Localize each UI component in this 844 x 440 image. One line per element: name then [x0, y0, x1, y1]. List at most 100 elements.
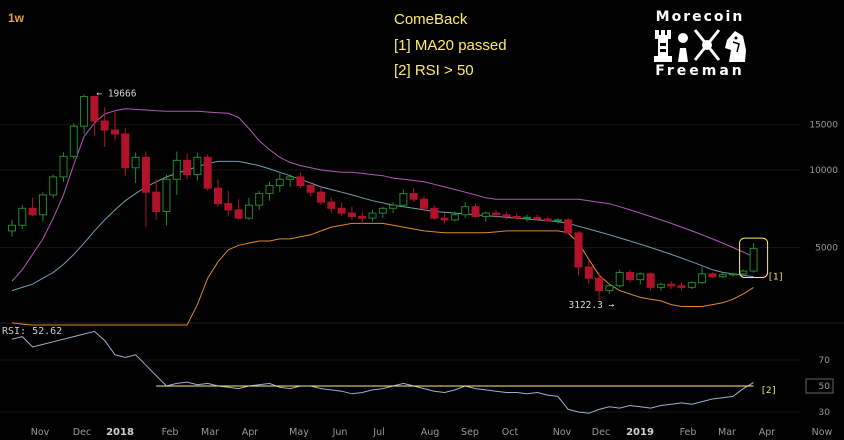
- candle-body: [698, 273, 707, 284]
- candle: [234, 199, 243, 220]
- candle: [523, 214, 531, 222]
- rsi-indicator: [11, 330, 754, 414]
- high-price-label: ← 19666: [96, 88, 136, 99]
- candle: [111, 111, 119, 141]
- candle-body: [193, 156, 202, 176]
- candle: [430, 205, 439, 220]
- chart-annotations: ← 19666 3122.3 → [1] [2]: [96, 88, 783, 396]
- candle-body: [358, 215, 367, 219]
- candle: [533, 214, 542, 221]
- candle: [90, 95, 99, 137]
- candle-body: [162, 178, 171, 212]
- chess-pieces-icon: [654, 29, 746, 62]
- middle-band-line: [11, 160, 754, 292]
- rsi-tick-label: 50: [819, 382, 831, 392]
- time-axis-label: Mar: [718, 427, 736, 438]
- candle-body: [327, 201, 336, 209]
- candle-body: [481, 212, 490, 217]
- time-axis-label: Nov: [31, 427, 50, 438]
- candlesticks: [8, 94, 758, 301]
- candle: [69, 123, 78, 160]
- timeframe-label[interactable]: 1w: [8, 11, 25, 25]
- candle: [100, 107, 109, 147]
- candle-body: [636, 273, 645, 281]
- time-axis-label: Feb: [680, 427, 697, 438]
- annotation-title: ComeBack: [394, 11, 468, 28]
- annotation-item-1: [1] MA20 passed: [394, 37, 507, 54]
- candle: [203, 154, 212, 191]
- time-axis-label: Jun: [332, 427, 348, 438]
- candle: [214, 179, 222, 207]
- candle: [667, 281, 676, 289]
- candle: [749, 243, 758, 273]
- candle-body: [420, 198, 428, 209]
- candle: [296, 172, 305, 189]
- candle-body: [111, 129, 119, 135]
- candle-body: [492, 212, 501, 216]
- candle: [399, 189, 408, 207]
- candle-body: [296, 176, 305, 187]
- candle-body: [409, 193, 418, 200]
- candle-body: [59, 155, 68, 178]
- time-axis-label: Dec: [73, 427, 91, 438]
- candle-body: [595, 277, 604, 292]
- candle-body: [564, 219, 573, 234]
- candle: [389, 202, 398, 214]
- candle: [646, 272, 655, 291]
- time-axis-label: May: [289, 427, 309, 438]
- candle-body: [8, 224, 16, 232]
- time-axis-label: Apr: [759, 427, 776, 438]
- candle-body: [306, 185, 315, 193]
- candle: [461, 202, 470, 219]
- time-axis-label: Now: [812, 427, 833, 438]
- candle-body: [430, 207, 439, 219]
- candle: [636, 272, 645, 285]
- time-axis-label: Feb: [162, 427, 179, 438]
- candle-body: [399, 193, 408, 206]
- candle: [317, 186, 325, 206]
- candle-body: [234, 209, 243, 219]
- candle: [605, 284, 614, 294]
- candle: [409, 188, 418, 203]
- candle: [244, 197, 253, 220]
- candle: [492, 209, 501, 219]
- bollinger-bands: [11, 108, 754, 326]
- candle-body: [553, 219, 562, 222]
- price-tick-label: 15000: [809, 121, 838, 131]
- candle: [80, 94, 89, 134]
- time-axis-label: 2018: [106, 427, 134, 438]
- candle-body: [502, 214, 511, 217]
- candle: [49, 174, 58, 198]
- annotation-item-2: [2] RSI > 50: [394, 62, 474, 79]
- candle: [564, 218, 573, 235]
- candle: [224, 190, 233, 217]
- candle-body: [347, 212, 356, 217]
- candle-body: [38, 194, 47, 216]
- candle: [183, 153, 192, 180]
- candle-body: [656, 283, 665, 288]
- candle-body: [574, 232, 583, 268]
- candle-body: [141, 156, 150, 193]
- candle: [121, 128, 130, 176]
- candle-body: [121, 133, 130, 169]
- candle: [265, 181, 274, 201]
- rsi-level-box: [805, 378, 834, 394]
- candle: [708, 272, 717, 279]
- candle-body: [100, 120, 109, 131]
- candle-body: [687, 282, 696, 288]
- candle: [440, 213, 449, 224]
- candle-body: [584, 266, 593, 279]
- brand-logo: Morecoin Freeman: [645, 9, 755, 81]
- logo-text-top: Morecoin: [655, 9, 745, 25]
- candle-body: [739, 270, 748, 275]
- candle-body: [18, 207, 27, 226]
- candle-body: [317, 191, 325, 203]
- candle: [255, 190, 264, 210]
- candle-body: [49, 176, 58, 196]
- candle-body: [729, 273, 737, 276]
- candle: [18, 205, 27, 229]
- candle: [286, 174, 295, 187]
- time-axis-label: Mar: [201, 427, 219, 438]
